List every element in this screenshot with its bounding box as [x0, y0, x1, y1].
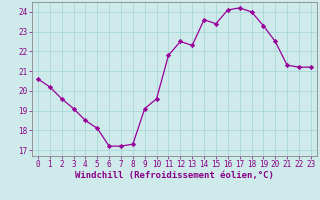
X-axis label: Windchill (Refroidissement éolien,°C): Windchill (Refroidissement éolien,°C)	[75, 171, 274, 180]
